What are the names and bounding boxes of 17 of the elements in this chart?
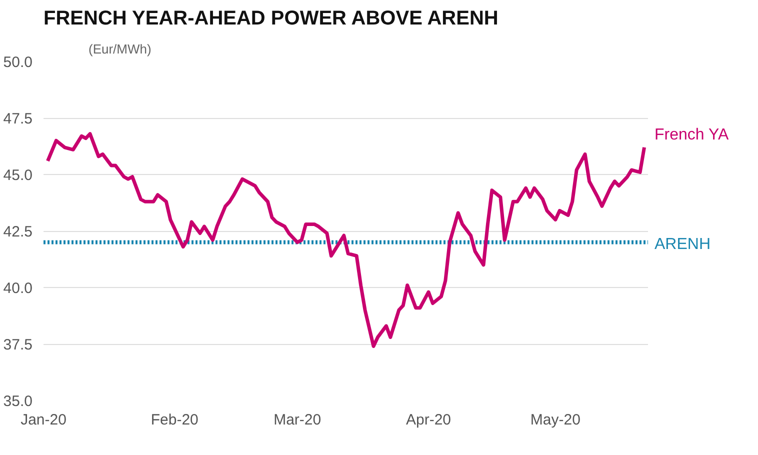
y-tick-label: 37.5 bbox=[3, 336, 33, 354]
y-tick-label: 40.0 bbox=[3, 280, 33, 297]
y-tick-label: 45.0 bbox=[3, 167, 33, 184]
y-axis-title: (Eur/MWh) bbox=[88, 42, 152, 56]
x-tick-label: Jan-20 bbox=[20, 412, 66, 428]
line-series bbox=[46, 132, 646, 348]
y-tick-label: 35.0 bbox=[3, 393, 33, 410]
x-tick-label: Feb-20 bbox=[150, 412, 198, 428]
y-tick-label: 42.5 bbox=[3, 224, 33, 240]
y-tick-label: 47.5 bbox=[3, 110, 33, 128]
x-tick-label: May-20 bbox=[530, 412, 580, 428]
y-tick-label: 50.0 bbox=[3, 54, 33, 71]
series-label: French YA bbox=[654, 126, 729, 144]
x-tick-label: Mar-20 bbox=[274, 412, 322, 428]
ref-line-label: ARENH bbox=[654, 236, 711, 253]
x-tick-label: Apr-20 bbox=[406, 412, 452, 428]
chart-title: FRENCH YEAR-AHEAD POWER ABOVE ARENH bbox=[44, 8, 498, 30]
